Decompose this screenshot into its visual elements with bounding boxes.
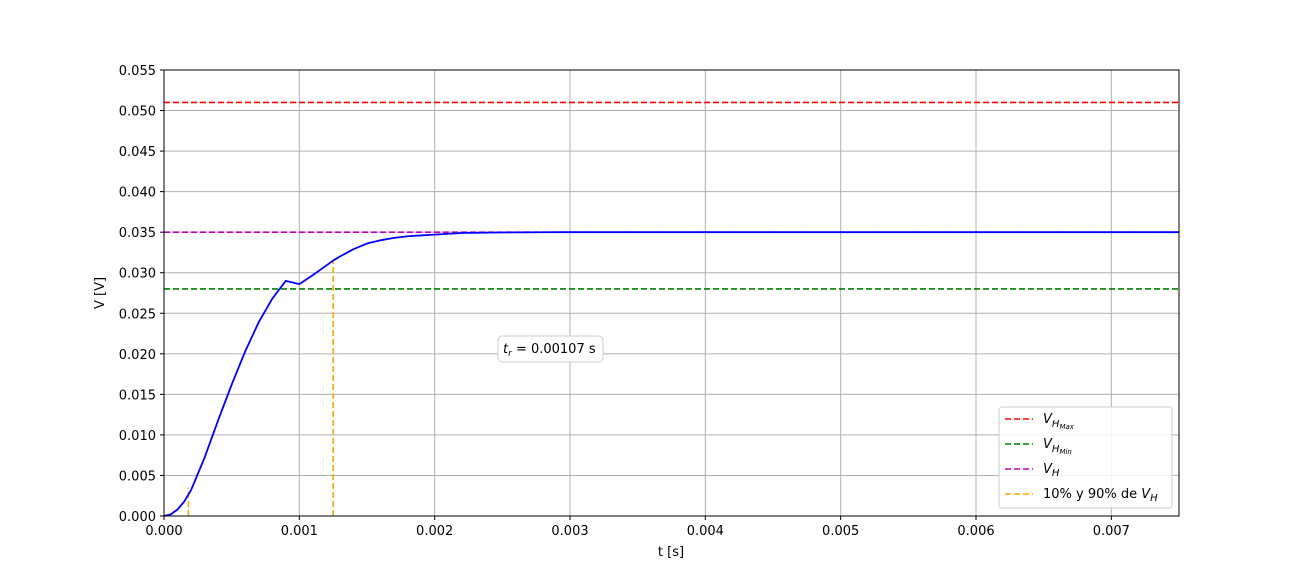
x-axis-label: t [s] [658, 545, 684, 560]
x-tick-label: 0.003 [551, 524, 588, 539]
x-tick-label: 0.007 [1093, 524, 1130, 539]
y-tick-label: 0.000 [119, 510, 156, 525]
legend-label-vh: VH [1043, 462, 1060, 479]
annotation-value: = 0.00107 s [512, 342, 596, 357]
series [163, 231, 1179, 517]
annotation-box [497, 335, 604, 363]
annotation-symbol-sub: r [508, 349, 513, 359]
y-tick-label: 0.015 [119, 388, 156, 403]
legend: VHMax VHMin VH 10% y 90% de VH [998, 406, 1173, 509]
y-tick-label: 0.040 [119, 186, 156, 201]
legend-label-rise-markers: 10% y 90% de VH [1043, 487, 1158, 504]
y-axis-label: V [V] [93, 277, 108, 309]
x-tick-label: 0.005 [822, 524, 859, 539]
y-tick-label: 0.005 [119, 469, 156, 484]
x-tick-label: 0.004 [687, 524, 724, 539]
x-tick-label: 0.000 [145, 524, 182, 539]
plot-frame [163, 69, 1180, 517]
y-tick-label: 0.035 [119, 226, 156, 241]
annotation-text: tr = 0.00107 s [503, 342, 596, 359]
rise-time-annotation: tr = 0.00107 s [497, 335, 604, 363]
x-tick-label: 0.002 [416, 524, 453, 539]
y-tick-label: 0.055 [119, 64, 156, 79]
legend-box [998, 406, 1173, 509]
y-tick-label: 0.045 [119, 145, 156, 160]
x-tick-label: 0.006 [957, 524, 994, 539]
y-tick-label: 0.050 [119, 105, 156, 120]
x-tick-label: 0.001 [281, 524, 318, 539]
y-tick-label: 0.025 [119, 307, 156, 322]
series-line-voltage [163, 231, 1179, 517]
legend-label-vhmax: VHMax [1043, 412, 1075, 431]
annotation-symbol: t [503, 342, 509, 357]
y-tick-label: 0.020 [119, 348, 156, 363]
y-tick-label: 0.030 [119, 267, 156, 282]
y-tick-label: 0.010 [119, 429, 156, 444]
x-axis-ticks: 0.000 0.001 0.002 0.003 0.004 0.005 0.006 0.007 [145, 516, 1130, 539]
y-axis-ticks: 0.000 0.005 0.010 0.015 0.020 0.025 0.030 0.035… [119, 64, 164, 525]
legend-label-vhmin: VHMin [1043, 437, 1072, 456]
rise-markers [187, 260, 334, 516]
